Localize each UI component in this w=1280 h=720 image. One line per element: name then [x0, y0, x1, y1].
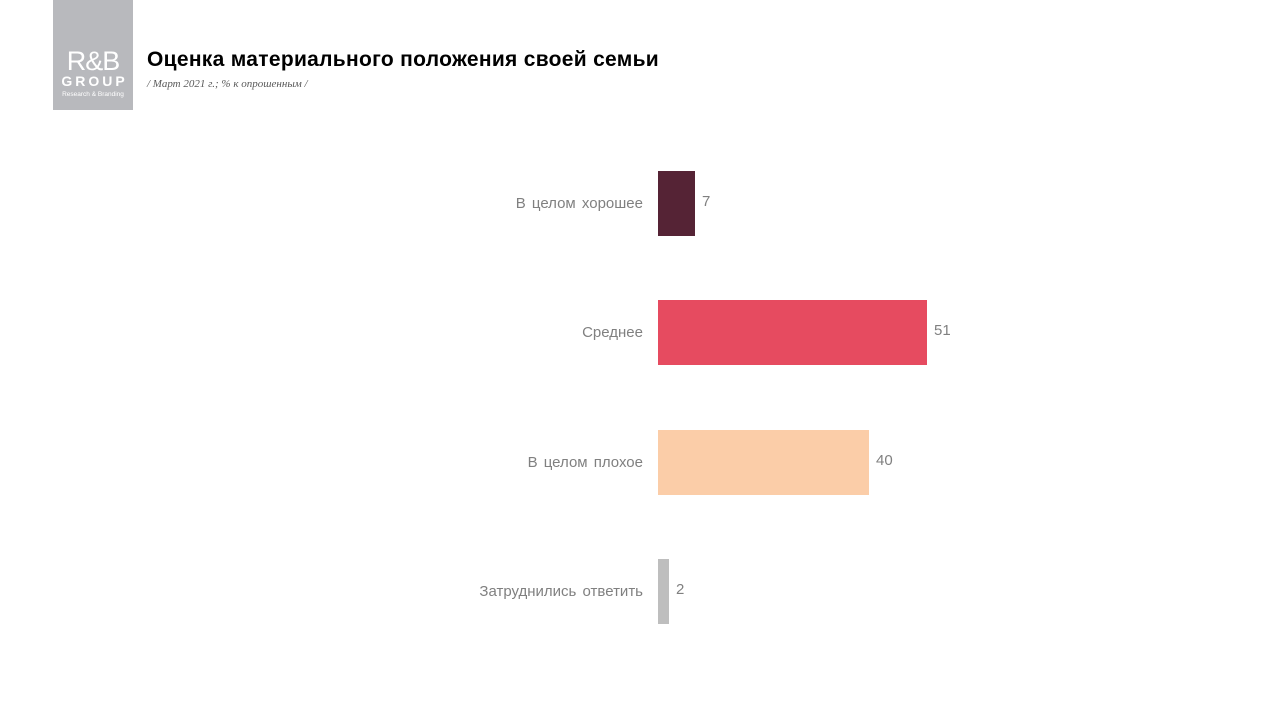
bar: [658, 559, 669, 624]
category-label: В целом плохое: [527, 454, 643, 471]
value-label: 7: [702, 193, 711, 210]
bar-row: Затруднились ответить 2: [0, 559, 1280, 624]
chart-title: Оценка материального положения своей сем…: [147, 48, 660, 71]
logo-group-text: GROUP: [61, 73, 128, 89]
logo-mark: R&B: [66, 46, 121, 76]
bar: [658, 430, 869, 495]
chart-subtitle: / Март 2021 г.; % к опрошенным /: [147, 78, 308, 90]
rb-group-logo: R&B GROUP Research & Branding: [53, 0, 133, 110]
category-label: В целом хорошее: [515, 195, 643, 212]
category-label: Среднее: [582, 324, 643, 341]
value-label: 51: [934, 322, 951, 339]
category-label: Затруднились ответить: [479, 583, 643, 600]
bar-row: В целом хорошее 7: [0, 171, 1280, 236]
value-label: 2: [676, 581, 685, 598]
bar: [658, 171, 695, 236]
bar-row: В целом плохое 40: [0, 430, 1280, 495]
bar-row: Среднее 51: [0, 300, 1280, 365]
logo-tagline: Research & Branding: [62, 91, 124, 98]
value-label: 40: [876, 452, 893, 469]
bar: [658, 300, 927, 365]
